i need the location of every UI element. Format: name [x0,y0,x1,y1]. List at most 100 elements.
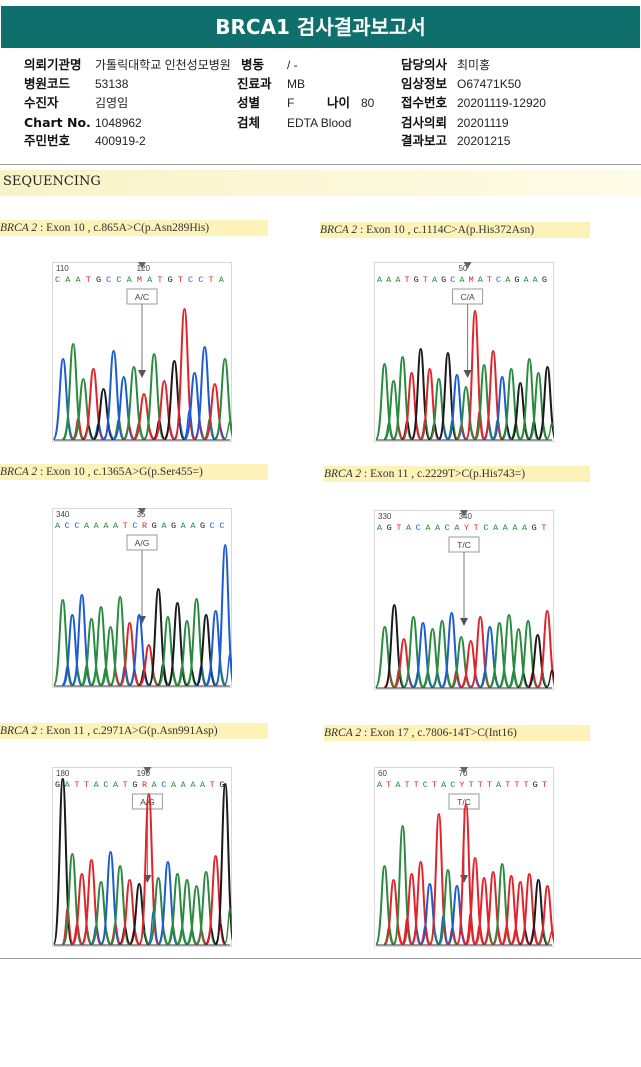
base-letter: C [423,780,428,790]
base-letter: T [487,275,492,285]
base-letter: A [377,780,383,790]
base-letter: C [483,523,488,533]
position-left: 340 [56,510,70,519]
base-letter: C [65,521,70,531]
arrow-top-icon [463,262,472,269]
base-letter: A [55,521,61,531]
base-letter: C [416,523,421,533]
base-letter: A [190,521,196,531]
base-letter: C [55,275,60,285]
base-letter: T [478,780,483,790]
base-letter: A [200,780,206,790]
base-letter: G [414,275,419,285]
base-letter: A [441,780,447,790]
variant-label-6: BRCA 2 : Exon 17 , c.7806-14T>C(Int16) [324,725,590,741]
arrow-top-icon [143,767,152,774]
trace-minor-peak [223,908,232,945]
base-letter: A [496,780,502,790]
result-report-label: 결과보고 [401,133,448,148]
chart-no-value: 1048962 [95,116,142,130]
resident-no-label: 주민번호 [24,133,71,148]
base-letter: A [147,275,153,285]
base-letter: T [178,275,183,285]
trace-peak [215,543,232,686]
base-letter: C [219,521,224,531]
base-letter: T [386,780,391,790]
ward-value: / - [287,58,298,72]
base-letter: G [168,275,173,285]
chromatogram-svg: 340 35A C C A A A A T C R G A G A A G C CA/G [52,508,232,688]
base-letter: A [459,275,465,285]
base-letter: T [469,780,474,790]
base-letter: T [86,275,91,285]
hospital-code-label: 병원코드 [24,76,71,91]
gene-name: BRCA 2 [0,466,38,478]
base-letter: T [123,521,128,531]
base-letter: C [450,275,455,285]
base-letter: T [524,780,529,790]
call-label: A/G [135,538,150,548]
gene-name: BRCA 2 [0,222,38,234]
position-right: 120 [137,264,151,273]
arrow-head-icon [463,370,472,378]
arrow-top-icon [138,262,146,269]
base-letter: A [493,523,499,533]
base-letter: A [181,780,187,790]
base-letter: C [188,275,193,285]
base-letter: Y [459,780,464,790]
base-letter: A [65,275,71,285]
gene-name: BRCA 2 [324,727,362,739]
variant-label-4: BRCA 2 : Exon 11 , c.2229T>C(p.His743=) [324,466,590,482]
base-letter: A [435,523,441,533]
base-letter: T [396,523,401,533]
base-letter: M [469,275,474,285]
base-letter: T [74,780,79,790]
footer-divider [0,958,641,959]
variant-detail: : Exon 17 , c.7806-14T>C(Int16) [361,727,517,739]
base-letter: T [505,780,510,790]
arrow-head-icon [138,370,146,378]
base-letter: C [445,523,450,533]
base-letter: T [157,275,162,285]
position-left: 180 [56,769,70,778]
patient-label: 수진자 [24,95,59,110]
base-letter: A [395,780,401,790]
gene-name: BRCA 2 [324,468,362,480]
base-letter: G [55,780,60,790]
variant-label-3: BRCA 2 : Exon 10 , c.1365A>G(p.Ser455=) [0,464,268,480]
report-title: BRCA1 검사결과보고서 [1,6,640,48]
test-request-label: 검사의뢰 [401,115,448,130]
chromatogram-6: 60 70 A T A T T C T A C Y T T T A T T T G T T/C [374,767,554,947]
call-label: T/C [457,540,471,550]
base-letter: A [386,275,392,285]
base-letter: R [142,780,147,790]
base-letter: T [84,780,89,790]
base-letter: G [152,521,157,531]
base-letter: C [450,780,455,790]
call-label: T/C [457,797,471,807]
age-value: 80 [361,96,375,110]
base-letter: A [478,275,484,285]
base-letter: A [425,523,431,533]
base-letter: T [432,780,437,790]
sex-value: F [287,96,295,110]
variant-label-2: BRCA 2 : Exon 10 , c.1114C>A(p.His372Asn… [320,222,590,238]
base-letter: A [524,275,530,285]
base-letter: T [404,275,409,285]
position-left: 110 [56,264,69,273]
base-letter: T [542,780,547,790]
base-letter: A [512,523,518,533]
arrow-top-icon [460,767,468,774]
trace-minor-peak [147,910,160,945]
variant-label-1: BRCA 2 : Exon 10 , c.865A>C(p.Asn289His) [0,220,268,236]
variant-detail: : Exon 10 , c.1365A>G(p.Ser455=) [37,466,203,478]
base-letter: A [432,275,438,285]
base-letter: A [127,275,133,285]
hospital-label: 의뢰기관명 [24,57,82,72]
base-letter: C [210,521,215,531]
department-value: MB [287,77,305,91]
base-letter: A [75,275,81,285]
base-letter: A [103,521,109,531]
clinical-info-value: O67471K50 [457,77,522,91]
